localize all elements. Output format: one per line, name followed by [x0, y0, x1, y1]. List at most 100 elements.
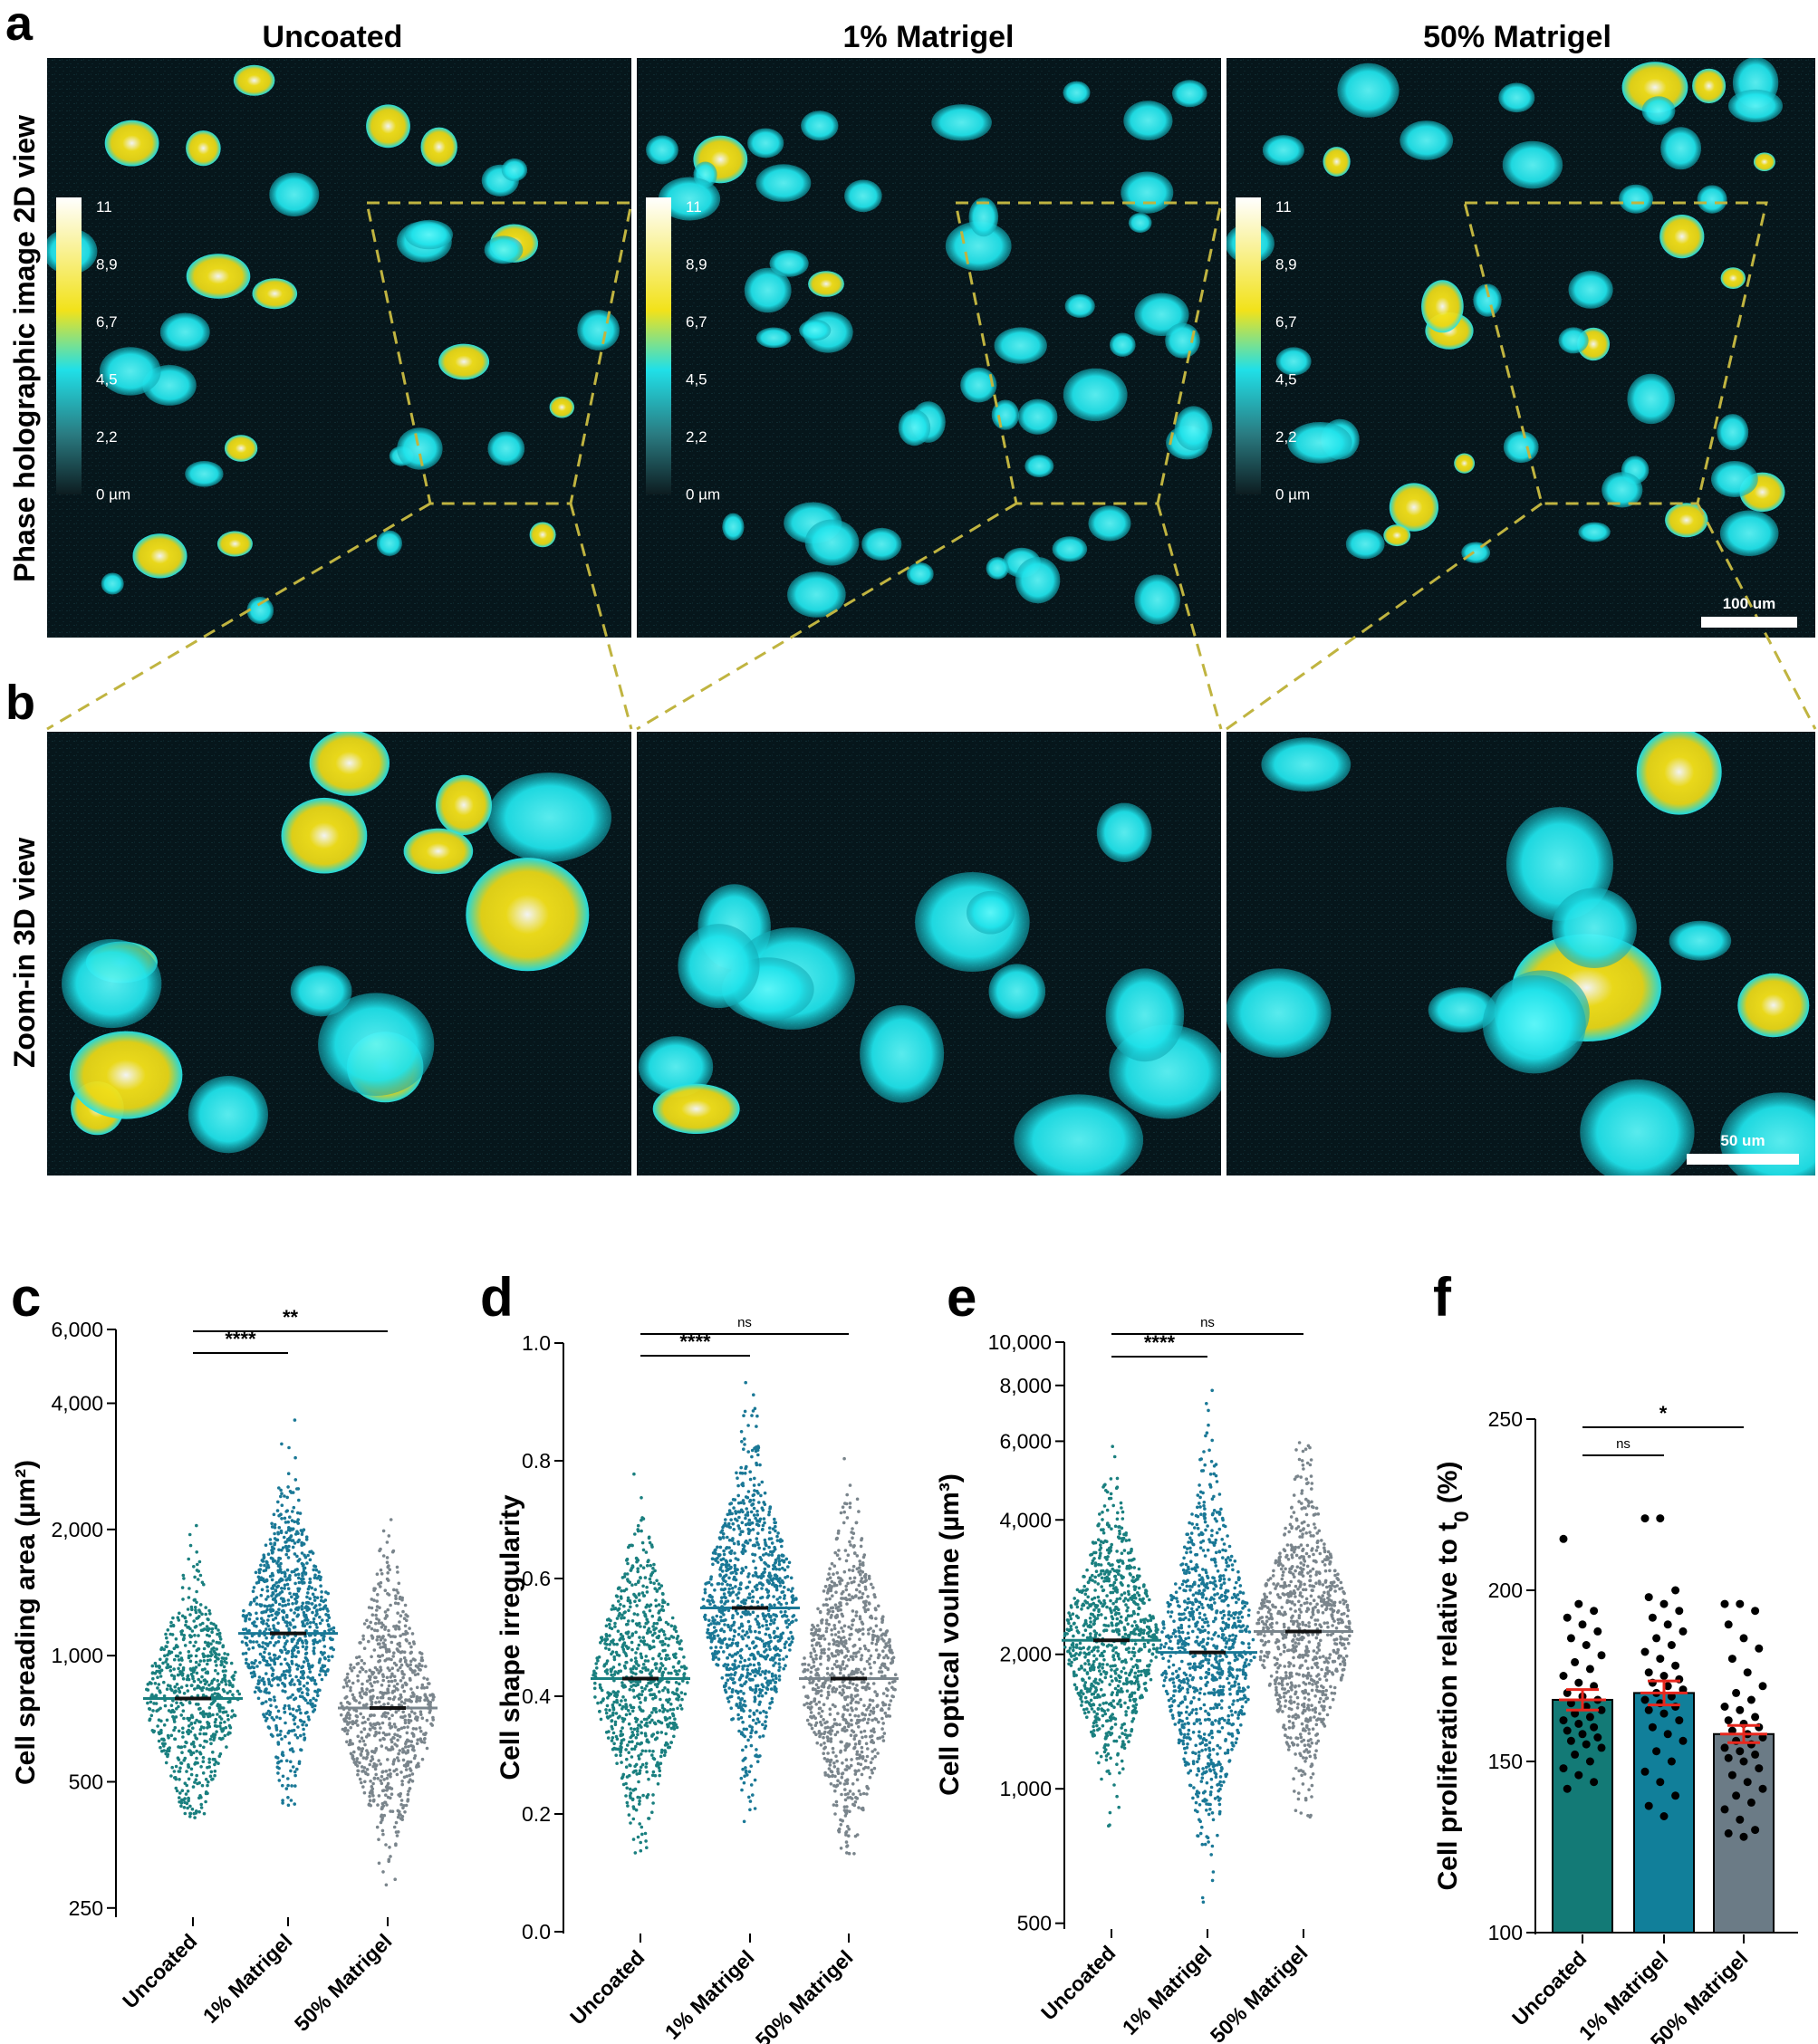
data-point [302, 1732, 306, 1736]
data-point [200, 1612, 204, 1617]
data-point [158, 1689, 161, 1693]
y-tick-label: 0.8 [522, 1449, 551, 1473]
data-point [268, 1538, 273, 1541]
data-point [766, 1579, 770, 1583]
data-point [304, 1723, 309, 1727]
cell [1389, 483, 1438, 532]
data-point [250, 1634, 255, 1638]
data-point [634, 1744, 638, 1749]
data-point [768, 1636, 773, 1639]
data-point [187, 1796, 190, 1800]
data-point [785, 1626, 789, 1629]
data-point [356, 1723, 360, 1727]
data-point [190, 1629, 195, 1633]
data-point [839, 1511, 843, 1515]
data-point [318, 1603, 322, 1607]
data-point [178, 1663, 182, 1666]
zoom-connector-line [1156, 503, 1223, 730]
data-point [195, 1550, 198, 1554]
data-point [195, 1773, 198, 1778]
data-point [181, 1677, 186, 1681]
data-point [272, 1695, 276, 1699]
data-point [208, 1774, 213, 1779]
data-point [390, 1640, 394, 1645]
data-point [375, 1572, 380, 1576]
data-point [343, 1696, 348, 1700]
data-point [290, 1519, 294, 1522]
data-point [651, 1656, 655, 1661]
data-point [304, 1601, 309, 1605]
scale-bar-a [1701, 617, 1797, 628]
data-point [716, 1634, 720, 1637]
data-point [193, 1816, 197, 1819]
data-point [291, 1707, 295, 1712]
cell [185, 461, 224, 487]
data-point [343, 1678, 347, 1682]
data-point [391, 1760, 396, 1763]
data-point [742, 1414, 745, 1417]
data-point [153, 1682, 158, 1685]
data-point [631, 1805, 636, 1809]
data-point [645, 1684, 649, 1688]
data-point [409, 1710, 414, 1713]
data-point [228, 1700, 232, 1703]
data-point [244, 1651, 248, 1655]
data-point [876, 1736, 880, 1741]
data-point [202, 1678, 207, 1683]
cell [804, 519, 860, 566]
data-point [157, 1739, 161, 1743]
y-tick-label: 0.6 [522, 1567, 551, 1590]
cell [1728, 89, 1783, 123]
data-point [391, 1736, 395, 1740]
data-point [763, 1617, 766, 1621]
data-point [386, 1571, 390, 1575]
data-point [737, 1627, 741, 1630]
data-point [628, 1763, 631, 1767]
data-point [264, 1543, 268, 1547]
data-point [265, 1662, 270, 1666]
data-point [192, 1619, 196, 1623]
data-point [258, 1629, 262, 1633]
data-point [148, 1707, 152, 1711]
data-point [262, 1556, 266, 1560]
data-point [401, 1710, 406, 1714]
data-point [291, 1618, 295, 1622]
data-point [717, 1536, 722, 1540]
data-point [208, 1658, 212, 1662]
data-point [619, 1632, 623, 1636]
data-point [743, 1682, 746, 1685]
data-point [299, 1529, 303, 1532]
data-point [626, 1743, 630, 1747]
data-point [221, 1669, 226, 1674]
data-point [778, 1657, 782, 1662]
data-point [629, 1735, 632, 1740]
data-point [363, 1780, 367, 1784]
data-point [166, 1665, 170, 1669]
data-point [628, 1740, 631, 1744]
data-point [858, 1646, 862, 1651]
data-point [370, 1655, 373, 1659]
data-point [284, 1734, 287, 1739]
data-point [265, 1691, 269, 1694]
data-point [649, 1574, 653, 1578]
data-point [394, 1663, 399, 1667]
data-point [418, 1651, 422, 1655]
data-point [216, 1692, 220, 1696]
cell [1473, 283, 1502, 317]
data-point [742, 1692, 745, 1695]
data-point [401, 1758, 406, 1762]
data-point [842, 1666, 847, 1671]
data-point [747, 1580, 752, 1584]
data-point [753, 1656, 757, 1661]
data-point [852, 1579, 856, 1584]
data-point [819, 1714, 823, 1719]
data-point [384, 1770, 389, 1773]
data-point [423, 1693, 428, 1696]
data-point [285, 1495, 290, 1500]
data-point [658, 1773, 661, 1778]
data-point [284, 1531, 288, 1534]
data-point [739, 1430, 744, 1434]
data-point [640, 1685, 644, 1690]
data-point [377, 1838, 380, 1841]
data-point [863, 1585, 868, 1589]
